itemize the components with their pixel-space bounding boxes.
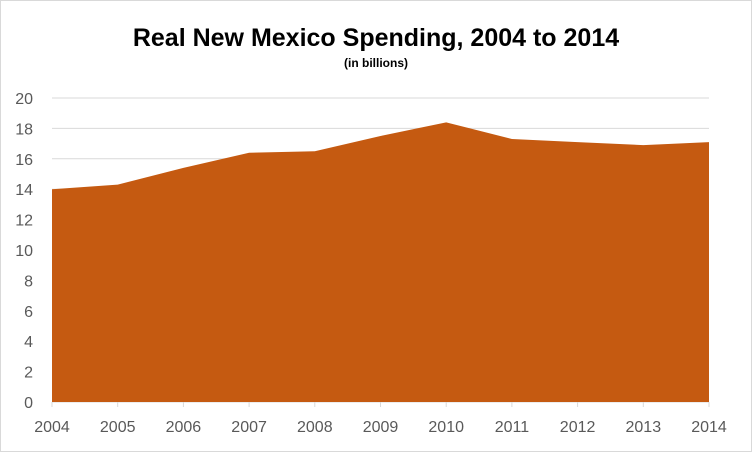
series-area-layer xyxy=(52,122,709,402)
chart-subtitle: (in billions) xyxy=(344,56,408,70)
y-tick-label: 2 xyxy=(24,365,33,382)
y-tick-label: 20 xyxy=(15,91,33,108)
y-tick-label: 12 xyxy=(15,213,33,230)
x-tick-label: 2005 xyxy=(100,419,136,436)
y-tick-label: 0 xyxy=(24,395,33,412)
y-tick-label: 6 xyxy=(24,304,33,321)
series-area xyxy=(52,122,709,402)
x-tick-label: 2013 xyxy=(626,419,662,436)
x-tick-label: 2010 xyxy=(428,419,464,436)
x-tick-label: 2009 xyxy=(363,419,399,436)
y-tick-label: 4 xyxy=(24,334,33,351)
chart-title: Real New Mexico Spending, 2004 to 2014 xyxy=(133,24,619,52)
y-axis-ticks: 0 2 4 6 8 10 12 14 16 18 20 xyxy=(15,91,33,412)
y-tick-label: 18 xyxy=(15,121,33,138)
x-tick-label: 2006 xyxy=(166,419,202,436)
x-tick-label: 2004 xyxy=(34,419,70,436)
x-tick-label: 2012 xyxy=(560,419,596,436)
y-tick-label: 14 xyxy=(15,182,33,199)
x-tick-label: 2014 xyxy=(691,419,727,436)
y-tick-label: 16 xyxy=(15,152,33,169)
y-tick-label: 8 xyxy=(24,273,33,290)
x-axis-ticks: 2004 2005 2006 2007 2008 2009 2010 2011 2012 2013… xyxy=(34,402,727,436)
x-tick-label: 2007 xyxy=(231,419,267,436)
y-tick-label: 10 xyxy=(15,243,33,260)
x-tick-label: 2008 xyxy=(297,419,333,436)
x-tick-label: 2011 xyxy=(495,419,530,436)
